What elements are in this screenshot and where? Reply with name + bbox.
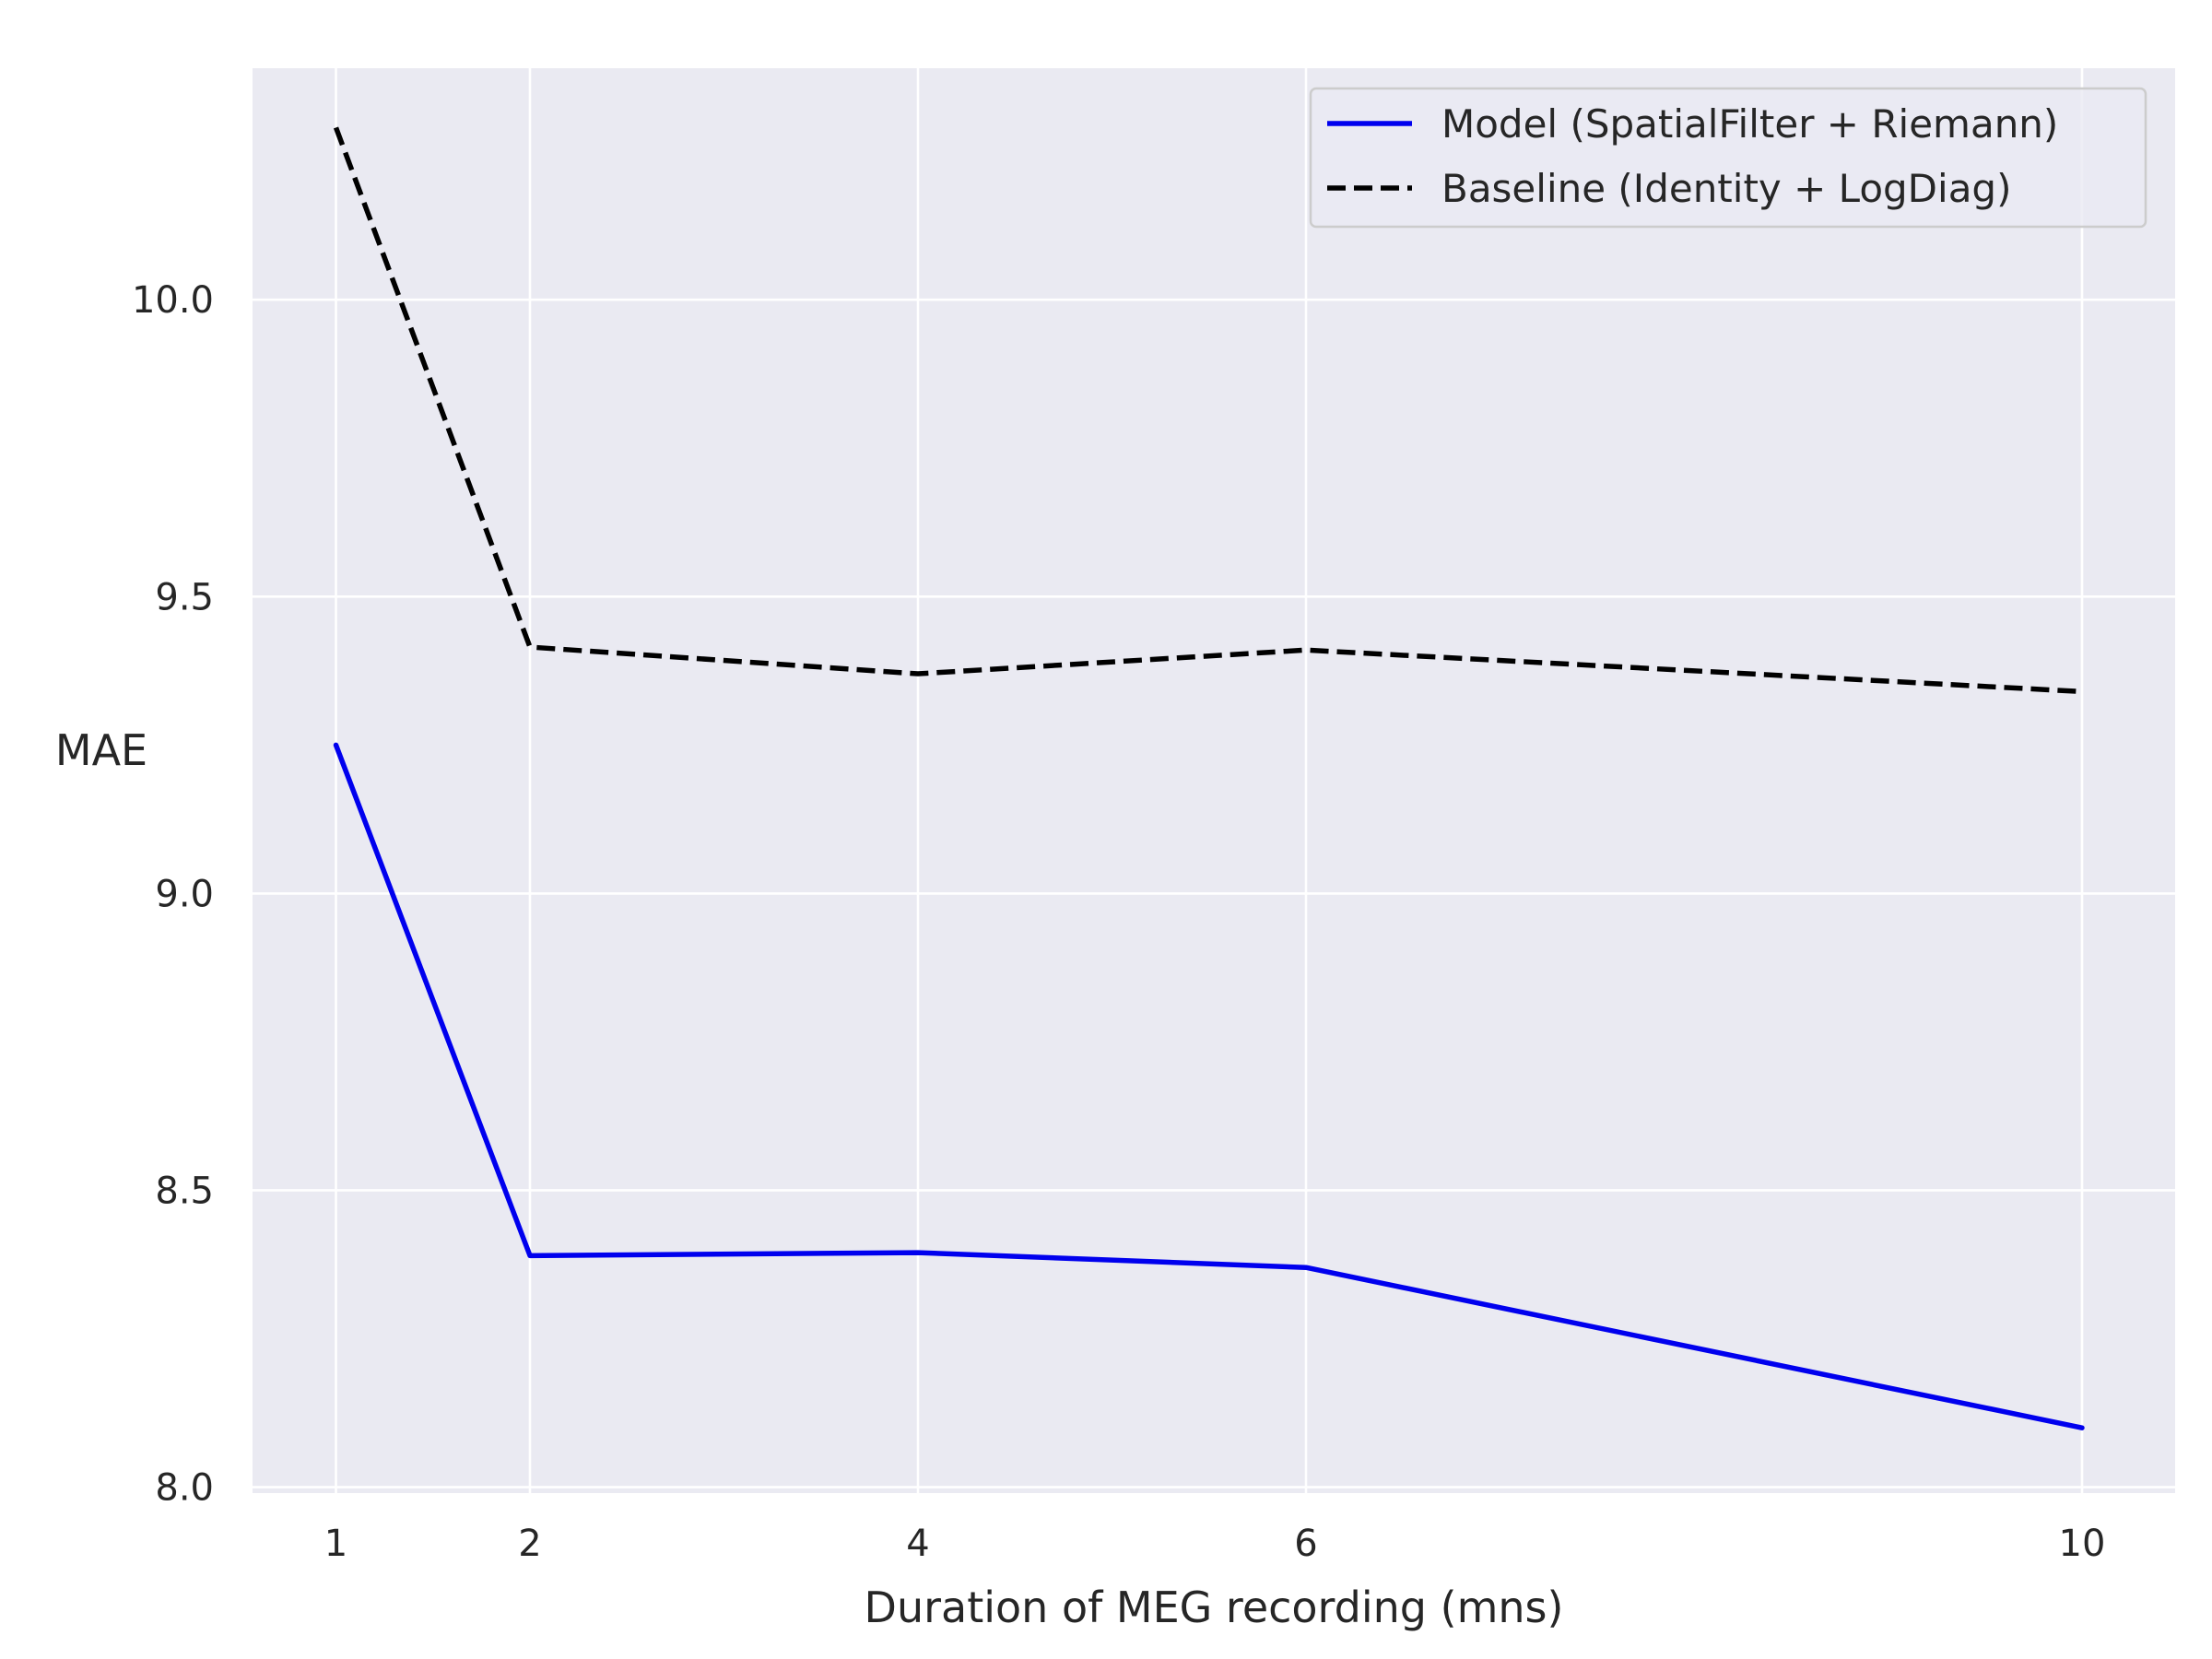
legend-box [1309,87,2147,229]
legend-label-model: Model (SpatialFilter + Riemann) [1441,101,2058,147]
series-lines [333,126,2085,1430]
grid-lines [253,68,2175,1493]
y-tick-label: 8.0 [155,1467,214,1510]
model-series-line [333,742,2085,1430]
x-tick-label: 10 [2059,1523,2106,1565]
y-tick-label: 9.5 [155,576,214,618]
plot-area [253,68,2175,1493]
tick-labels: 1 2 4 6 10 8.0 8.5 9.0 9.5 10.0 [132,279,2105,1565]
x-tick-label: 2 [518,1523,541,1565]
y-tick-label: 9.0 [155,873,214,915]
y-axis-label: MAE [55,725,147,775]
y-tick-label: 8.5 [155,1170,214,1212]
x-axis-label: Duration of MEG recording (mns) [865,1583,1564,1632]
baseline-series-line [333,126,2083,695]
legend-label-baseline: Baseline (Identity + LogDiag) [1441,166,2011,211]
x-tick-label: 6 [1294,1523,1317,1565]
x-tick-label: 1 [324,1523,347,1565]
y-tick-label: 10.0 [132,279,214,322]
x-tick-label: 4 [906,1523,929,1565]
legend: Model (SpatialFilter + Riemann) Baseline… [1309,87,2147,229]
